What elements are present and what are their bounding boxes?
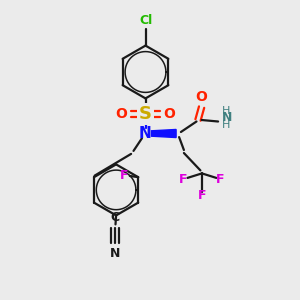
- Text: O: O: [116, 107, 128, 121]
- Text: S: S: [139, 105, 152, 123]
- Text: N: N: [110, 247, 120, 260]
- Text: F: F: [198, 189, 206, 203]
- Polygon shape: [152, 130, 176, 137]
- Text: C: C: [110, 212, 119, 224]
- Text: N: N: [221, 111, 232, 124]
- Text: F: F: [119, 169, 128, 182]
- Text: O: O: [196, 89, 208, 103]
- Text: F: F: [179, 173, 188, 186]
- Text: H: H: [221, 106, 230, 116]
- Text: O: O: [164, 107, 175, 121]
- Text: N: N: [139, 126, 152, 141]
- Text: Cl: Cl: [139, 14, 152, 27]
- Text: H: H: [221, 120, 230, 130]
- Text: F: F: [216, 173, 225, 186]
